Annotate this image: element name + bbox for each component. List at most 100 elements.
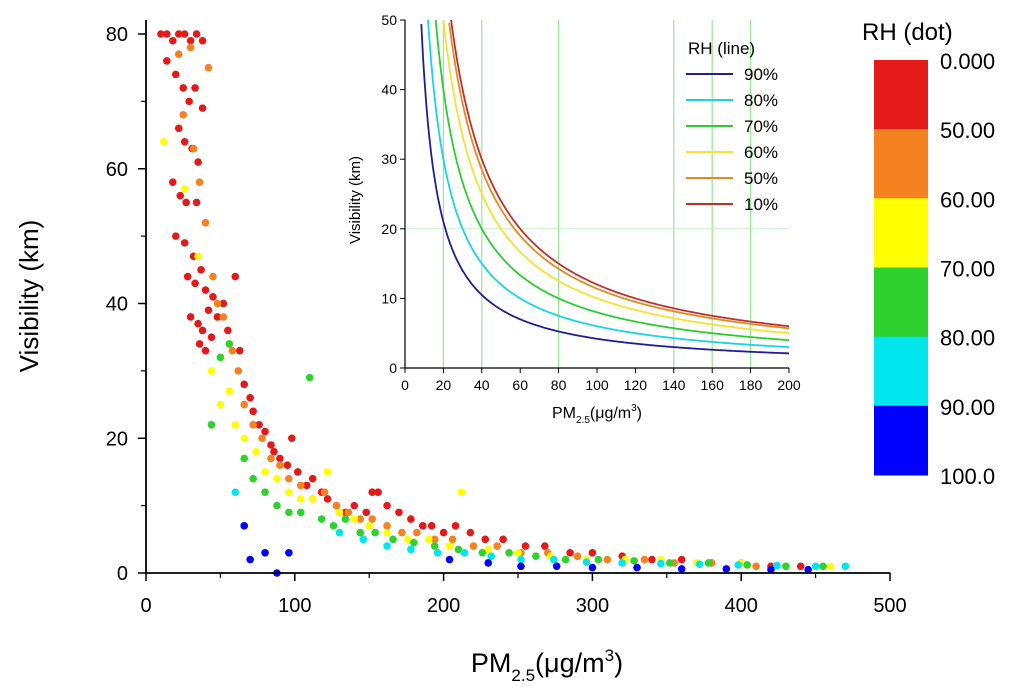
scatter-point-rh-0-50: [288, 434, 296, 443]
scatter-point-rh-0-50: [174, 124, 183, 133]
scatter-point-rh-0-50: [261, 427, 269, 436]
scatter-point-rh-50-60: [201, 218, 210, 227]
scatter-point-rh-60-70: [285, 488, 293, 496]
scatter-point-rh-0-50: [198, 104, 207, 112]
scatter-point-rh-50-60: [174, 50, 183, 59]
main-x-title-sub: 2.5: [511, 666, 535, 685]
main-x-tick-label: 0: [140, 595, 151, 617]
scatter-point-rh-80-90: [231, 488, 240, 496]
scatter-point-rh-0-50: [219, 299, 228, 308]
scatter-point-rh-70-80: [454, 545, 463, 554]
inset-y-tick-label: 40: [381, 82, 397, 98]
colorbar-segment: [874, 267, 928, 338]
colorbar-label: 50.00: [940, 118, 995, 143]
colorbar-title: RH (dot): [862, 19, 953, 46]
main-x-tick-label: 300: [576, 595, 609, 617]
scatter-point-rh-70-80: [389, 535, 397, 544]
scatter-point-rh-50-60: [493, 542, 501, 550]
inset-legend-title: RH (line): [688, 39, 755, 58]
scatter-point-rh-0-50: [255, 420, 263, 429]
colorbar-label: 90.00: [940, 395, 995, 420]
inset-x-tick-label: 140: [662, 377, 686, 393]
scatter-point-rh-70-80: [240, 454, 249, 463]
scatter-point-rh-70-80: [704, 559, 713, 567]
scatter-point-rh-80-90: [582, 558, 591, 567]
scatter-point-rh-0-50: [270, 447, 278, 456]
inset-background: [405, 20, 789, 368]
colorbar-segment: [874, 60, 928, 130]
scatter-point-rh-0-50: [195, 340, 204, 348]
main-x-title-unit: (μg/m: [535, 648, 605, 678]
scatter-point-rh-50-60: [356, 515, 365, 523]
colorbar-segment: [874, 129, 928, 199]
scatter-point-rh-60-70: [826, 562, 835, 571]
scatter-point-rh-0-50: [427, 522, 436, 530]
inset-legend-label: 90%: [744, 65, 778, 84]
scatter-point-rh-0-50: [418, 522, 427, 530]
scatter-point-rh-50-60: [179, 111, 187, 119]
scatter-point-rh-60-70: [261, 468, 269, 476]
scatter-point-rh-70-80: [505, 548, 513, 557]
scatter-point-rh-90-100: [285, 548, 293, 557]
scatter-point-rh-0-50: [194, 319, 202, 328]
scatter-point-rh-50-60: [267, 454, 275, 463]
scatter-point-rh-0-50: [499, 535, 507, 544]
scatter-point-rh-70-80: [356, 528, 365, 537]
scatter-point-rh-0-50: [302, 481, 311, 490]
inset-line-plot: 0 20 40 60 80 100 120 140 160 180 200 01020304050 …: [347, 12, 801, 426]
scatter-point-rh-90-100: [677, 565, 686, 573]
scatter-point-rh-80-90: [460, 548, 469, 557]
inset-x-ticks: 0 20 40 60 80 100 120 140 160 180 200: [401, 368, 801, 393]
colorbar-label: 70.00: [940, 257, 995, 282]
scatter-point-rh-0-50: [180, 239, 189, 247]
scatter-point-rh-0-50: [191, 84, 199, 92]
scatter-point-rh-0-50: [185, 97, 193, 106]
main-y-ticks: 0 20 40 60 80: [106, 24, 146, 585]
scatter-point-rh-0-50: [276, 454, 284, 463]
scatter-point-rh-0-50: [283, 461, 292, 470]
scatter-point-rh-80-90: [407, 545, 415, 554]
scatter-point-rh-0-50: [192, 198, 201, 207]
scatter-point-rh-70-80: [743, 561, 751, 569]
scatter-point-rh-50-60: [448, 535, 457, 544]
scatter-point-rh-60-70: [484, 545, 493, 554]
scatter-point-rh-0-50: [224, 326, 232, 335]
scatter-point-rh-0-50: [439, 528, 448, 537]
scatter-point-rh-0-50: [231, 272, 240, 281]
inset-curve-rh-70pct: [434, 19, 790, 342]
scatter-point-rh-50-60: [228, 346, 237, 355]
scatter-point-rh-60-70: [335, 508, 344, 517]
scatter-point-rh-0-50: [171, 70, 180, 79]
scatter-point-rh-70-80: [216, 353, 225, 362]
inset-x-tick-label: 40: [474, 377, 490, 393]
main-y-axis-title: Visibility (km): [14, 220, 44, 373]
scatter-point-rh-60-70: [457, 488, 466, 496]
scatter-point-rh-90-100: [261, 548, 269, 557]
scatter-point-rh-50-60: [413, 528, 421, 537]
scatter-point-rh-50-60: [258, 434, 266, 443]
scatter-point-rh-60-70: [296, 495, 305, 503]
scatter-point-rh-0-50: [796, 562, 805, 571]
inset-x-tick-label: 0: [401, 377, 409, 393]
scatter-point-rh-0-50: [198, 36, 207, 45]
scatter-point-rh-0-50: [451, 522, 460, 530]
main-y-tick-label: 60: [106, 159, 128, 181]
scatter-point-rh-0-50: [293, 468, 302, 476]
scatter-point-rh-50-60: [368, 515, 376, 523]
scatter-point-rh-90-100: [445, 555, 454, 564]
scatter-point-rh-60-70: [180, 185, 189, 193]
scatter-point-rh-60-70: [350, 515, 359, 523]
main-x-ticks: 0 100 200 300 400 500: [140, 573, 907, 617]
inset-curve-rh-50pct: [448, 22, 790, 330]
inset-x-title-unit: (μg/m: [590, 405, 631, 422]
scatter-point-rh-70-80: [594, 555, 603, 564]
colorbar-segment: [874, 336, 928, 407]
scatter-point-rh-80-90: [487, 552, 496, 560]
scatter-point-rh-0-50: [677, 555, 686, 564]
scatter-point-rh-50-60: [398, 528, 406, 537]
scatter-point-rh-50-60: [189, 144, 198, 153]
scatter-point-rh-60-70: [240, 434, 249, 443]
scatter-point-rh-90-100: [804, 565, 812, 574]
scatter-point-rh-50-60: [209, 272, 217, 281]
